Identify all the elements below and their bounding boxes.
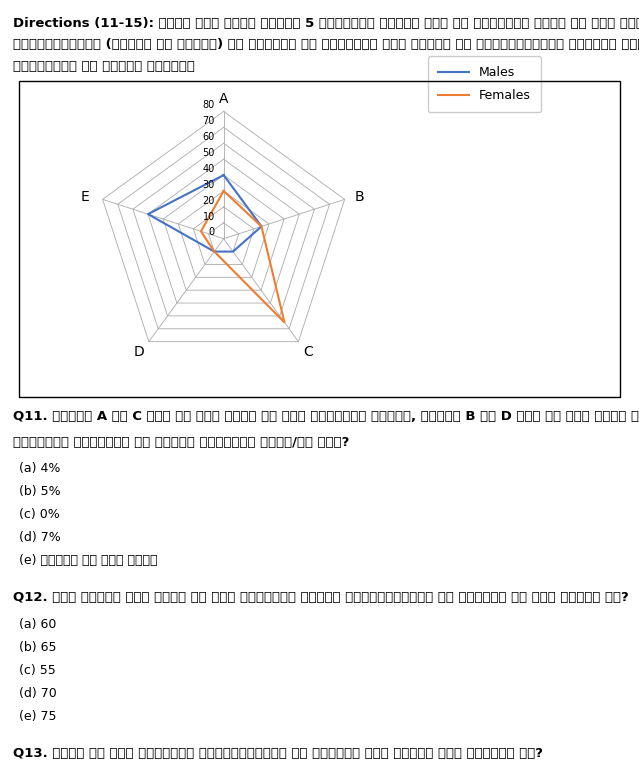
Legend: Males, Females: Males, Females <box>428 56 541 112</box>
Text: (a) 60: (a) 60 <box>19 618 56 631</box>
Text: Q11. स्लॉट A और C में एक साथ मेले के लिए पंजीकृत पुरुष, स्लॉट B और D में एक साथ : Q11. स्लॉट A और C में एक साथ मेले के लिए… <box>13 410 639 423</box>
Text: (b) 65: (b) 65 <box>19 641 57 654</box>
Text: 60: 60 <box>203 132 215 142</box>
Text: 80: 80 <box>203 100 215 110</box>
Text: B: B <box>355 190 365 204</box>
Text: 0: 0 <box>208 227 215 237</box>
Text: (c) 0%: (c) 0% <box>19 508 60 521</box>
Text: प्रयोक्ताओं (पुरुष और महिला) के आंकड़ों को दर्शाता है। आंकड़ो का ध्यानपूर्वक अध्यय: प्रयोक्ताओं (पुरुष और महिला) के आंकड़ों क… <box>13 38 639 52</box>
Text: (c) 55: (c) 55 <box>19 664 56 677</box>
Text: Directions (11-15): दिया गया रडार ग्राफ 5 विभिन्न स्लॉट में एक व्यापार मेले के ल: Directions (11-15): दिया गया रडार ग्राफ … <box>13 17 639 30</box>
Text: (b) 5%: (b) 5% <box>19 485 61 498</box>
Text: (d) 7%: (d) 7% <box>19 531 61 544</box>
Text: A: A <box>219 92 228 105</box>
Text: 40: 40 <box>203 164 215 174</box>
Text: (d) 70: (d) 70 <box>19 687 57 700</box>
Text: E: E <box>81 190 89 204</box>
Text: (e) 75: (e) 75 <box>19 710 57 723</box>
Text: (e) इनमें से कोई नहीं: (e) इनमें से कोई नहीं <box>19 554 158 567</box>
Text: (a) 4%: (a) 4% <box>19 462 61 475</box>
Text: D: D <box>134 345 144 359</box>
Text: Q13. मेले के लिए पंजीकृत प्रयोक्ताओं की संख्या किस स्लॉट में अधिकतम है?: Q13. मेले के लिए पंजीकृत प्रयोक्ताओं की … <box>13 747 543 760</box>
Text: 30: 30 <box>203 179 215 189</box>
Text: 50: 50 <box>203 148 215 158</box>
Text: Q12. सभी स्लॉट में मेले के लिए पंजीकृत पुरुष प्रयोक्ताओं की संख्या का औसत कितना : Q12. सभी स्लॉट में मेले के लिए पंजीकृत प… <box>13 591 629 604</box>
Text: C: C <box>304 345 314 359</box>
Text: पंजीकृत महिलाओं से कितने प्रतिशत अधिक/कम हैं?: पंजीकृत महिलाओं से कितने प्रतिशत अधिक/कम… <box>13 436 349 449</box>
Text: 10: 10 <box>203 212 215 222</box>
Text: 70: 70 <box>203 116 215 126</box>
Text: 20: 20 <box>203 196 215 206</box>
Text: प्रश्नों का उत्तर दीजिए।: प्रश्नों का उत्तर दीजिए। <box>13 60 195 73</box>
